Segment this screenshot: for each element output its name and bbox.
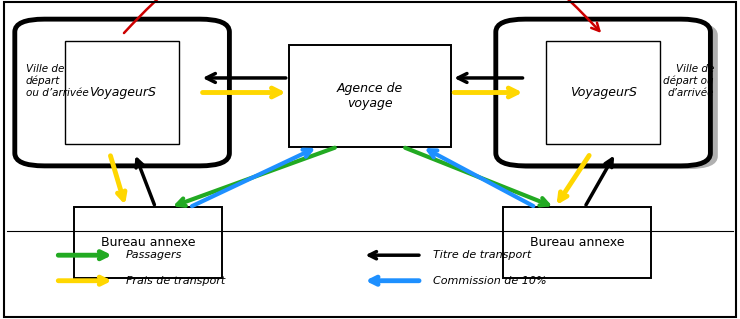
FancyBboxPatch shape (65, 41, 179, 144)
Text: VoyageurS: VoyageurS (570, 86, 636, 99)
Text: Commission de 10%: Commission de 10% (433, 276, 547, 286)
Text: Titre de transport: Titre de transport (433, 250, 531, 260)
Text: VoyageurS: VoyageurS (89, 86, 155, 99)
FancyBboxPatch shape (496, 19, 710, 166)
Text: Passagers: Passagers (126, 250, 182, 260)
FancyBboxPatch shape (503, 207, 651, 278)
FancyBboxPatch shape (74, 207, 222, 278)
FancyBboxPatch shape (503, 22, 718, 169)
FancyBboxPatch shape (15, 19, 229, 166)
FancyBboxPatch shape (546, 41, 660, 144)
FancyBboxPatch shape (289, 45, 451, 147)
Text: Ville de
départ
ou d’arrivée: Ville de départ ou d’arrivée (26, 64, 89, 98)
Text: Frais de transport: Frais de transport (126, 276, 225, 286)
Text: Ville de
départ ou
d’arrivée: Ville de départ ou d’arrivée (664, 64, 714, 98)
Text: Bureau annexe: Bureau annexe (530, 236, 625, 249)
Text: Bureau annexe: Bureau annexe (101, 236, 195, 249)
Text: Agence de
voyage: Agence de voyage (337, 82, 403, 110)
